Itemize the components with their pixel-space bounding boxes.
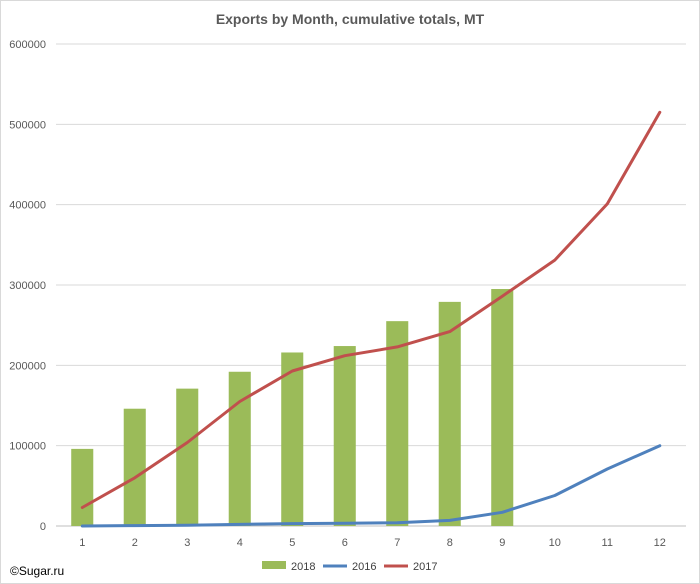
x-tick-label: 4 — [237, 537, 243, 549]
chart-title: Exports by Month, cumulative totals, MT — [216, 11, 485, 27]
legend-swatch-2018 — [262, 561, 286, 569]
source-credit: ©Sugar.ru — [10, 564, 65, 578]
bar-2018 — [123, 408, 146, 526]
bar-2018 — [386, 321, 409, 526]
y-tick-label: 500000 — [9, 119, 46, 131]
line-2017 — [80, 110, 662, 509]
legend-label-2016: 2016 — [352, 561, 376, 573]
bar-2018 — [491, 289, 514, 526]
bar-2018 — [176, 388, 199, 526]
x-tick-label: 10 — [549, 537, 561, 549]
x-tick-label: 2 — [132, 537, 138, 549]
y-tick-label: 400000 — [9, 200, 46, 212]
legend-label-2018: 2018 — [291, 561, 315, 573]
x-tick-label: 8 — [447, 537, 453, 549]
legend-label-2017: 2017 — [413, 561, 437, 573]
x-tick-label: 11 — [602, 537, 613, 549]
legend: 2018 2016 2017 — [262, 561, 437, 573]
y-tick-label: 200000 — [9, 360, 46, 372]
line-series — [80, 110, 662, 528]
bar-2018 — [281, 352, 304, 526]
x-tick-label: 6 — [342, 537, 348, 549]
bar-2018 — [228, 371, 251, 526]
y-tick-label: 600000 — [9, 39, 46, 51]
y-tick-label: 100000 — [9, 441, 46, 453]
gridlines — [56, 43, 686, 447]
bar-2018 — [333, 346, 356, 526]
bar-series — [71, 289, 514, 526]
y-tick-label: 0 — [40, 521, 46, 533]
x-tick-label: 5 — [289, 537, 295, 549]
bar-2018 — [71, 448, 94, 526]
line-2016 — [80, 444, 662, 528]
bar-2018 — [438, 301, 461, 526]
x-tick-label: 1 — [79, 537, 85, 549]
x-tick-label: 12 — [654, 537, 666, 549]
x-tick-label: 3 — [184, 537, 190, 549]
x-tick-label: 9 — [499, 537, 505, 549]
y-tick-label: 300000 — [9, 280, 46, 292]
x-tick-label: 7 — [394, 537, 400, 549]
